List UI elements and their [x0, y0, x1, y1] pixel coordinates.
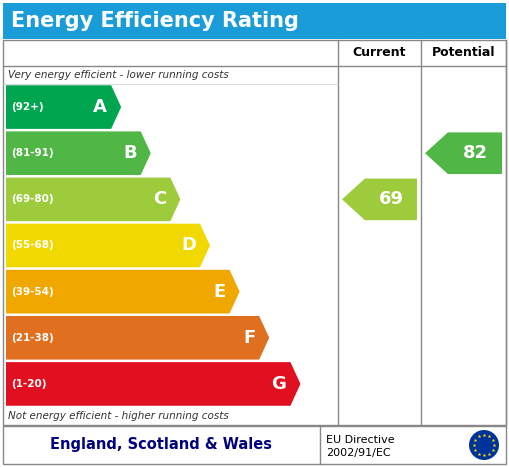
Text: (21-38): (21-38) — [11, 333, 54, 343]
Polygon shape — [6, 85, 121, 129]
Bar — [3, 3, 506, 39]
Polygon shape — [6, 270, 240, 313]
Polygon shape — [6, 177, 180, 221]
Text: (1-20): (1-20) — [11, 379, 46, 389]
Text: 82: 82 — [462, 144, 488, 162]
Text: Energy Efficiency Rating: Energy Efficiency Rating — [11, 11, 299, 31]
Polygon shape — [6, 316, 269, 360]
Text: England, Scotland & Wales: England, Scotland & Wales — [50, 438, 272, 453]
Text: A: A — [93, 98, 107, 116]
Text: D: D — [181, 236, 196, 255]
Text: (69-80): (69-80) — [11, 194, 53, 205]
Text: 2002/91/EC: 2002/91/EC — [326, 448, 390, 458]
Text: Not energy efficient - higher running costs: Not energy efficient - higher running co… — [8, 411, 229, 421]
Text: E: E — [213, 283, 225, 301]
Text: Potential: Potential — [432, 47, 495, 59]
Text: G: G — [272, 375, 287, 393]
Text: (39-54): (39-54) — [11, 287, 54, 297]
Text: Current: Current — [353, 47, 406, 59]
Polygon shape — [6, 362, 300, 406]
Bar — [3, 426, 506, 464]
Text: (92+): (92+) — [11, 102, 44, 112]
Text: (81-91): (81-91) — [11, 148, 53, 158]
Polygon shape — [6, 131, 151, 175]
Text: C: C — [153, 191, 166, 208]
Text: F: F — [243, 329, 255, 347]
Polygon shape — [342, 178, 417, 220]
Text: (55-68): (55-68) — [11, 241, 54, 250]
Polygon shape — [425, 132, 502, 174]
Text: EU Directive: EU Directive — [326, 435, 394, 445]
Circle shape — [469, 430, 499, 460]
Text: B: B — [123, 144, 137, 162]
Bar — [3, 40, 506, 425]
Polygon shape — [6, 224, 210, 267]
Text: 69: 69 — [379, 191, 404, 208]
Text: Very energy efficient - lower running costs: Very energy efficient - lower running co… — [8, 70, 229, 80]
